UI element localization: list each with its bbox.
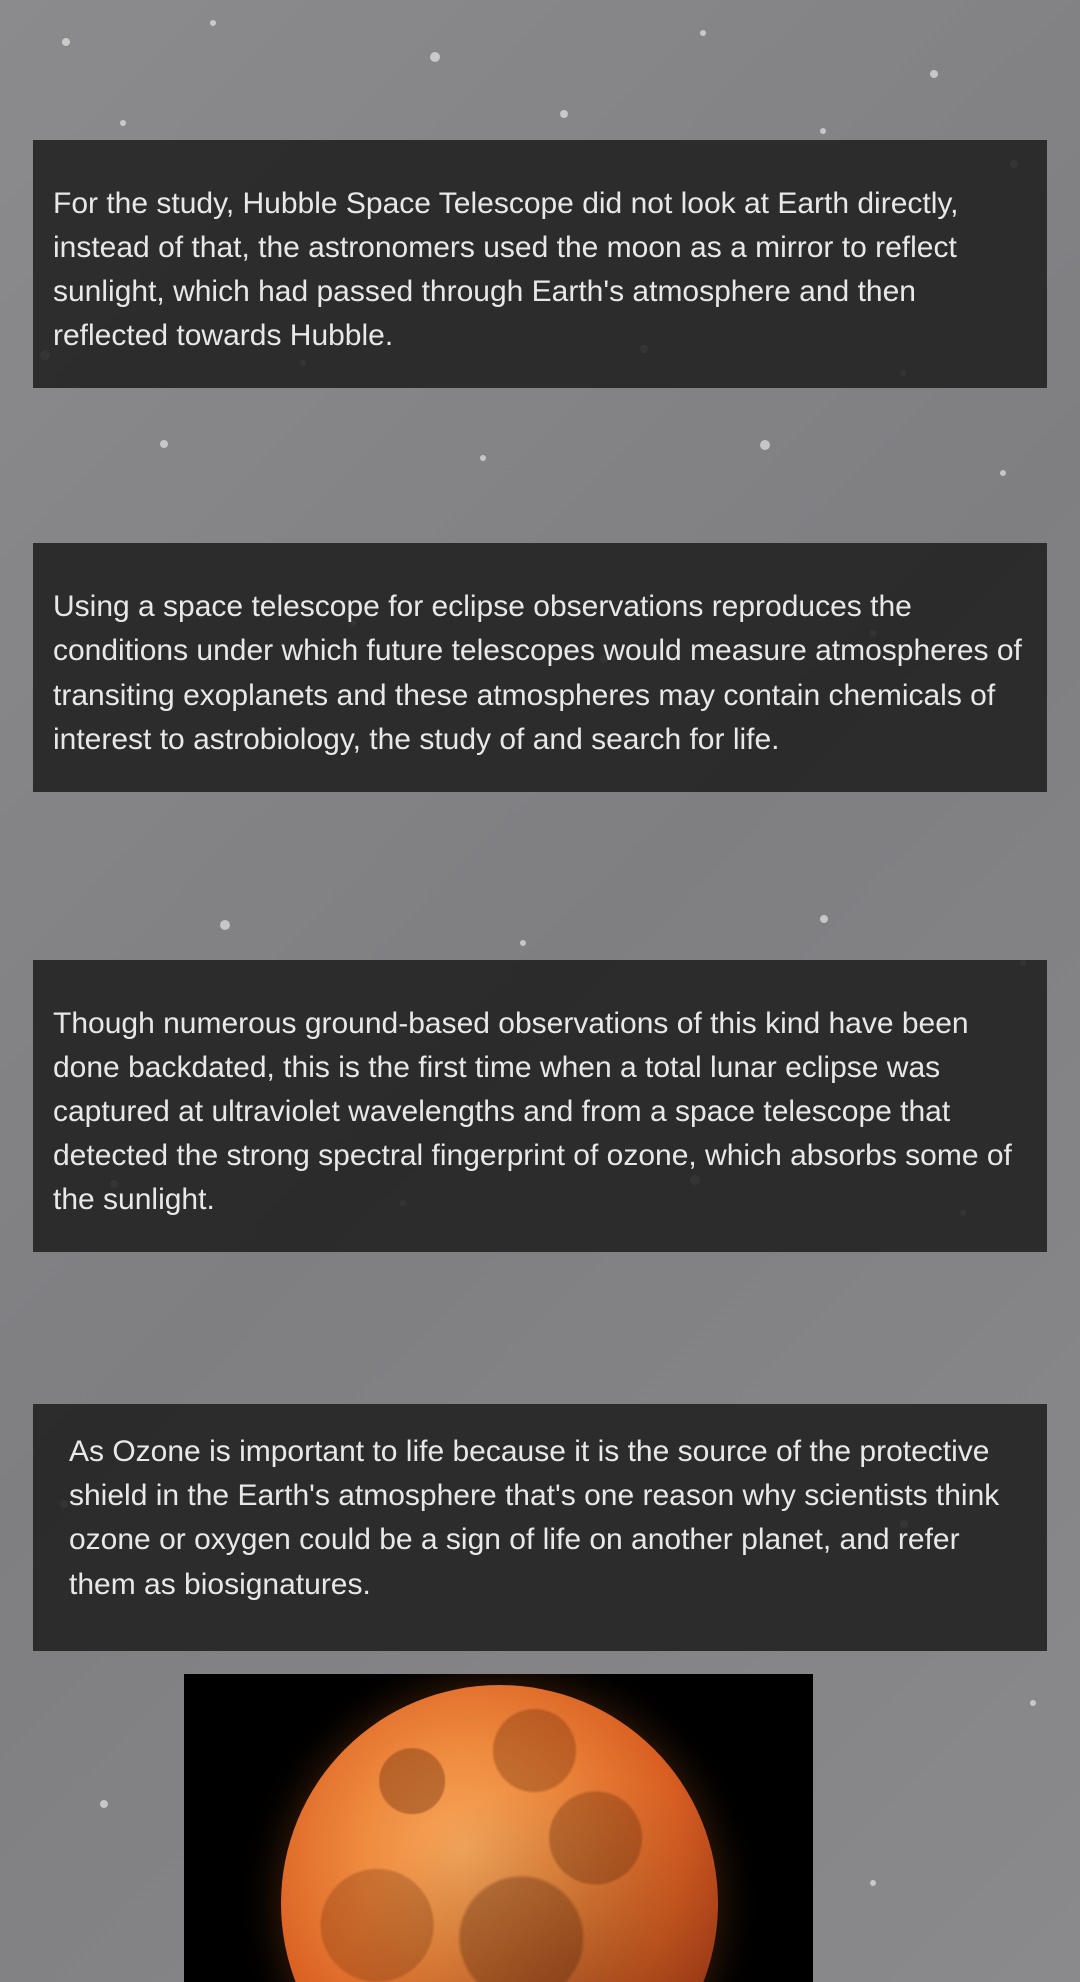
paragraph-box-2: Using a space telescope for eclipse obse… xyxy=(33,543,1047,791)
spacer xyxy=(0,1252,1080,1404)
paragraph-text: For the study, Hubble Space Telescope di… xyxy=(53,187,959,352)
moon-icon xyxy=(281,1685,718,1982)
article-content: For the study, Hubble Space Telescope di… xyxy=(0,0,1080,1982)
eclipse-moon-image xyxy=(184,1674,813,1982)
paragraph-box-1: For the study, Hubble Space Telescope di… xyxy=(33,140,1047,388)
paragraph-text: Using a space telescope for eclipse obse… xyxy=(53,590,1022,755)
paragraph-text: Though numerous ground-based observation… xyxy=(53,1007,1012,1216)
paragraph-box-4: As Ozone is important to life because it… xyxy=(33,1404,1047,1650)
spacer xyxy=(0,388,1080,543)
paragraph-text: As Ozone is important to life because it… xyxy=(69,1435,999,1600)
spacer xyxy=(0,792,1080,960)
paragraph-box-3: Though numerous ground-based observation… xyxy=(33,960,1047,1252)
